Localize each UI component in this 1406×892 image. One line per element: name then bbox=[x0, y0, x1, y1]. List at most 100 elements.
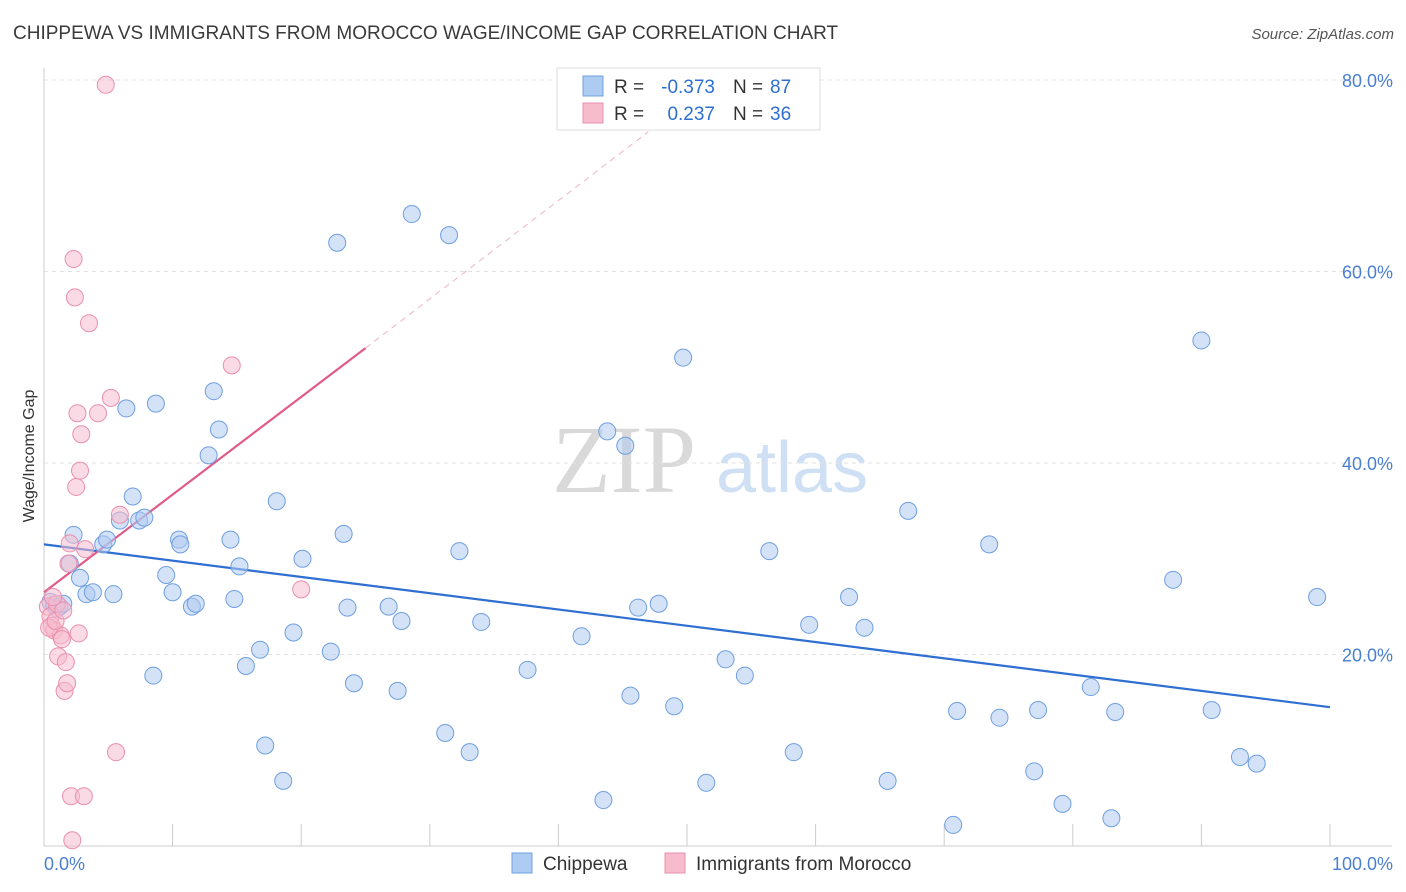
point-series-1-21 bbox=[72, 425, 91, 444]
point-series-0-74 bbox=[948, 701, 967, 720]
point-series-0-30 bbox=[225, 589, 244, 608]
point-series-1-9 bbox=[56, 653, 75, 672]
stats-swatch-chippewa bbox=[582, 75, 604, 97]
y-tick-label-0: 20.0% bbox=[1342, 646, 1393, 666]
point-series-0-88 bbox=[1308, 588, 1327, 607]
point-series-1-20 bbox=[71, 461, 90, 480]
point-series-0-63 bbox=[697, 773, 716, 792]
point-series-0-18 bbox=[144, 666, 163, 685]
stats-n-label-morocco: N = bbox=[733, 104, 763, 125]
stats-swatch-morocco bbox=[582, 102, 604, 124]
y-tick-label-1: 40.0% bbox=[1342, 454, 1393, 474]
stats-n-label-chippewa: N = bbox=[733, 77, 763, 98]
point-series-1-16 bbox=[65, 288, 84, 307]
point-series-0-40 bbox=[328, 233, 347, 252]
y-tick-labels: 20.0% 40.0% 60.0% 80.0% bbox=[1342, 71, 1393, 666]
x-tick-label-1: 100.0% bbox=[1332, 854, 1393, 874]
point-series-0-84 bbox=[1192, 331, 1211, 350]
axes bbox=[43, 68, 1392, 847]
legend-swatch-morocco bbox=[664, 852, 686, 874]
point-series-0-81 bbox=[1102, 809, 1121, 828]
point-series-0-36 bbox=[274, 771, 293, 790]
y-tick-label-2: 60.0% bbox=[1342, 263, 1393, 283]
point-series-0-58 bbox=[621, 686, 640, 705]
point-series-1-26 bbox=[101, 388, 120, 407]
point-series-0-79 bbox=[1053, 794, 1072, 813]
point-series-0-73 bbox=[944, 815, 963, 834]
point-series-0-65 bbox=[735, 666, 754, 685]
trend-lines bbox=[43, 131, 1331, 709]
trend-line-extension-series-1 bbox=[365, 131, 649, 349]
point-series-0-12 bbox=[104, 585, 123, 604]
stats-r-label-morocco: R = bbox=[614, 104, 644, 125]
point-series-0-33 bbox=[251, 640, 270, 659]
point-series-1-18 bbox=[68, 404, 87, 423]
point-series-0-29 bbox=[221, 530, 240, 549]
legend-swatch-chippewa bbox=[511, 852, 533, 874]
point-series-0-66 bbox=[760, 542, 779, 561]
scatter-points bbox=[38, 75, 1327, 850]
point-series-0-70 bbox=[855, 618, 874, 637]
point-series-0-17 bbox=[135, 508, 154, 527]
point-series-0-27 bbox=[204, 382, 223, 401]
point-series-1-7 bbox=[53, 630, 72, 649]
point-series-0-48 bbox=[436, 724, 455, 743]
point-series-0-85 bbox=[1202, 701, 1221, 720]
point-series-1-25 bbox=[89, 404, 108, 423]
point-series-0-42 bbox=[338, 598, 357, 617]
point-series-0-39 bbox=[321, 642, 340, 661]
point-series-0-23 bbox=[171, 535, 190, 554]
point-series-0-37 bbox=[284, 623, 303, 642]
point-series-1-24 bbox=[80, 314, 99, 333]
series-legend: Chippewa Immigrants from Morocco bbox=[511, 852, 911, 875]
point-series-0-62 bbox=[674, 348, 693, 367]
point-series-1-15 bbox=[64, 250, 83, 269]
point-series-0-80 bbox=[1081, 678, 1100, 697]
point-series-0-75 bbox=[980, 535, 999, 554]
point-series-1-28 bbox=[110, 505, 129, 524]
point-series-0-14 bbox=[117, 399, 136, 418]
x-tick-labels: 0.0% 100.0% bbox=[44, 854, 1393, 874]
point-series-0-20 bbox=[157, 566, 176, 585]
chart-title: CHIPPEWA VS IMMIGRANTS FROM MOROCCO WAGE… bbox=[13, 23, 839, 44]
stats-legend: R = -0.373 N = 87 R = 0.237 N = 36 bbox=[556, 67, 821, 131]
point-series-0-76 bbox=[990, 708, 1009, 727]
point-series-0-11 bbox=[98, 530, 117, 549]
point-series-0-61 bbox=[665, 697, 684, 716]
source-label: Source: ZipAtlas.com bbox=[1251, 26, 1394, 43]
trend-line-series-1 bbox=[43, 347, 367, 594]
x-tick-label-0: 0.0% bbox=[44, 854, 85, 874]
stats-n-value-chippewa: 87 bbox=[770, 77, 791, 98]
point-series-0-21 bbox=[163, 583, 182, 602]
point-series-1-31 bbox=[292, 580, 311, 599]
point-series-0-26 bbox=[199, 446, 218, 465]
point-series-0-35 bbox=[267, 492, 286, 511]
point-series-0-59 bbox=[629, 598, 648, 617]
point-series-0-49 bbox=[440, 226, 459, 245]
point-series-0-50 bbox=[450, 542, 469, 561]
point-series-0-53 bbox=[518, 660, 537, 679]
stats-r-value-chippewa: -0.373 bbox=[661, 77, 715, 98]
point-series-0-87 bbox=[1247, 754, 1266, 773]
point-series-0-38 bbox=[293, 549, 312, 568]
point-series-0-51 bbox=[460, 743, 479, 762]
point-series-0-77 bbox=[1025, 762, 1044, 781]
point-series-0-41 bbox=[334, 524, 353, 543]
stats-n-value-morocco: 36 bbox=[770, 104, 791, 125]
watermark: ZIP atlas bbox=[552, 406, 868, 513]
point-series-0-86 bbox=[1230, 747, 1249, 766]
point-series-0-68 bbox=[800, 615, 819, 634]
point-series-1-30 bbox=[222, 356, 241, 375]
point-series-0-56 bbox=[598, 422, 617, 441]
point-series-1-23 bbox=[76, 540, 95, 559]
point-series-0-57 bbox=[616, 436, 635, 455]
legend-label-chippewa: Chippewa bbox=[543, 854, 628, 875]
point-series-1-12 bbox=[60, 534, 79, 553]
point-series-1-35 bbox=[44, 588, 63, 607]
point-series-0-64 bbox=[716, 650, 735, 669]
point-series-1-10 bbox=[58, 674, 77, 693]
watermark-atlas: atlas bbox=[716, 428, 868, 508]
point-series-0-47 bbox=[402, 205, 421, 224]
point-series-1-19 bbox=[69, 624, 88, 643]
